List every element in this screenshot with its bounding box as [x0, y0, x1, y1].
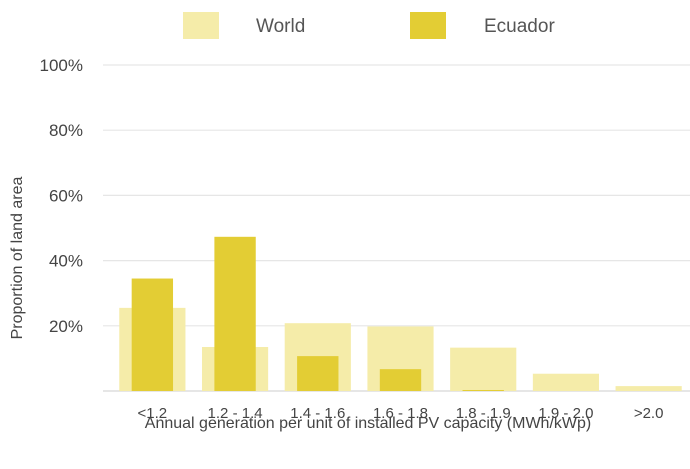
x-axis-title: Annual generation per unit of installed … — [145, 415, 591, 432]
legend-swatch-world — [183, 12, 219, 39]
y-tick-label: 60% — [49, 186, 83, 205]
y-axis-ticks: 20% 40% 60% 80% 100% — [40, 56, 83, 336]
y-tick-label: 20% — [49, 317, 83, 336]
legend: World Ecuador — [183, 12, 555, 39]
legend-label-world: World — [256, 16, 305, 37]
bar-world — [615, 386, 682, 391]
bar-ecuador — [379, 369, 422, 391]
x-tick-label: <1.2 — [138, 405, 168, 422]
x-tick-label: 1.6 - 1.8 — [373, 405, 428, 422]
y-tick-label: 40% — [49, 252, 83, 271]
bars — [119, 236, 682, 391]
legend-label-ecuador: Ecuador — [484, 16, 555, 37]
x-tick-label: 1.8 - 1.9 — [456, 405, 511, 422]
bar-ecuador — [462, 390, 504, 391]
y-tick-label: 80% — [49, 121, 83, 140]
legend-swatch-ecuador — [410, 12, 446, 39]
x-axis-ticks: <1.2 1.2 - 1.4 1.4 - 1.6 1.6 - 1.8 1.8 - 1.9… — [138, 405, 664, 422]
x-tick-label: 1.2 - 1.4 — [208, 405, 263, 422]
y-axis-title: Proportion of land area — [9, 177, 26, 340]
bar-world — [450, 347, 517, 391]
x-tick-label: 1.9 - 2.0 — [538, 405, 593, 422]
bar-ecuador — [131, 278, 174, 391]
x-tick-label: >2.0 — [634, 405, 664, 422]
bar-ecuador — [214, 236, 256, 391]
x-tick-label: 1.4 - 1.6 — [290, 405, 345, 422]
y-tick-label: 100% — [40, 56, 83, 75]
bar-world — [532, 373, 600, 391]
bar-ecuador — [297, 356, 339, 391]
